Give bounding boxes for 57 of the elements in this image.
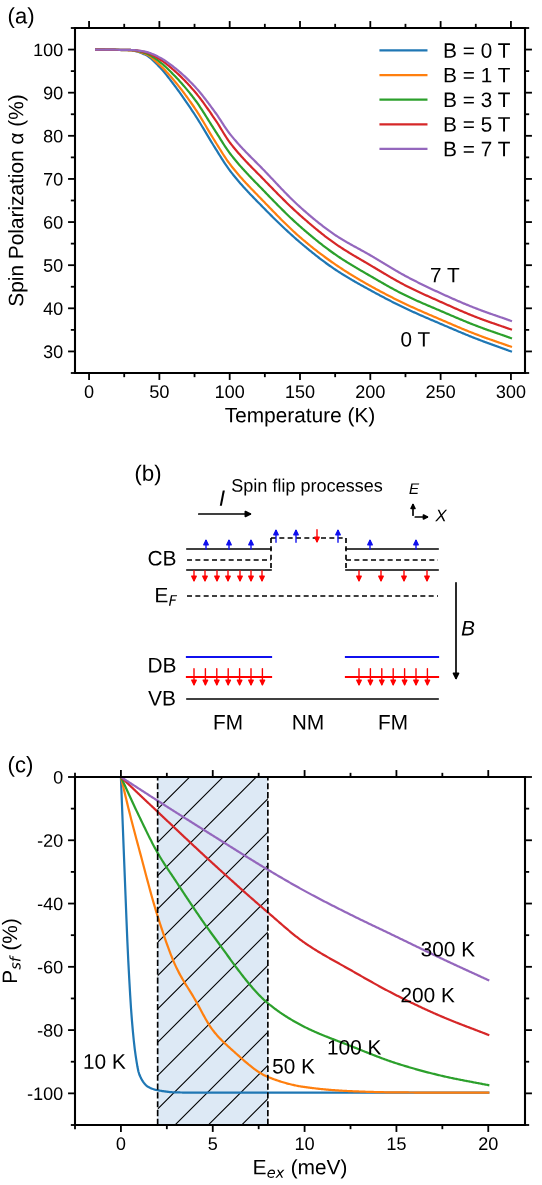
y-axis-title: Spin Polarization α (%) <box>8 95 28 306</box>
y-tick-label: -40 <box>37 897 63 911</box>
annotation: 50 K <box>272 1058 315 1074</box>
text: CB <box>148 550 176 566</box>
x-tick-label: 250 <box>426 385 455 399</box>
y-tick-label: 80 <box>43 129 63 143</box>
y-tick-label: 100 <box>34 43 63 57</box>
text: NM <box>293 715 323 730</box>
x-tick-label: 150 <box>286 385 315 399</box>
x-tick-label: 15 <box>387 1137 406 1151</box>
text: E <box>409 483 420 494</box>
legend-label: B = 7 T <box>444 141 510 157</box>
text: E$_{F}$ <box>156 588 178 606</box>
legend-label: B = 0 T <box>444 43 510 58</box>
text: VB <box>148 691 175 706</box>
text: DB <box>149 658 176 673</box>
x-tick-label: 100 <box>216 385 245 399</box>
text: Spin flip processes <box>232 478 383 496</box>
chart-title: (c) <box>8 756 33 777</box>
y-tick-label: 30 <box>43 345 63 359</box>
annotation: 10 K <box>84 1054 126 1069</box>
y-tick-label: -60 <box>37 960 63 974</box>
chart-title: (a) <box>8 7 34 28</box>
x-tick-label: 300 <box>496 385 526 399</box>
legend-label: B = 1 T <box>444 67 510 83</box>
x-tick-label: 0 <box>84 385 94 399</box>
x-tick-label: 0 <box>116 1137 126 1151</box>
text: B <box>461 621 475 636</box>
y-tick-label: -20 <box>37 834 63 847</box>
legend-label: B = 5 T <box>444 117 510 132</box>
text: I <box>219 490 225 506</box>
y-tick-label: 70 <box>44 172 63 186</box>
y-tick-label: -100 <box>27 1087 63 1101</box>
y-tick-label: -80 <box>37 1024 63 1037</box>
x-tick-label: 20 <box>479 1137 498 1151</box>
y-tick-label: 0 <box>53 770 63 784</box>
text: X <box>435 509 448 522</box>
text: FM <box>214 715 242 730</box>
text: FM <box>379 715 407 730</box>
y-tick-label: 50 <box>43 259 63 272</box>
x-tick-label: 10 <box>295 1137 314 1151</box>
annotation: 200 K <box>401 987 455 1003</box>
annotation: 300 K <box>421 941 475 957</box>
y-tick-label: 90 <box>43 86 63 100</box>
text: (b) <box>135 464 161 486</box>
x-axis-title: E$_{ex}$ (meV) <box>254 1159 347 1179</box>
y-axis-title: P$_{sf}$ (%) <box>1 919 22 983</box>
x-tick-label: 200 <box>356 385 385 399</box>
y-tick-label: 60 <box>44 216 63 229</box>
x-axis-title: Temperature (K) <box>225 407 374 427</box>
annotation: 100 K <box>328 1039 382 1055</box>
annotation: 0 T <box>401 331 430 347</box>
x-tick-label: 50 <box>150 385 169 399</box>
annotation: 7 T <box>431 267 460 283</box>
legend-label: B = 3 T <box>444 92 510 108</box>
x-tick-label: 5 <box>208 1137 218 1151</box>
y-tick-label: 40 <box>43 302 63 316</box>
